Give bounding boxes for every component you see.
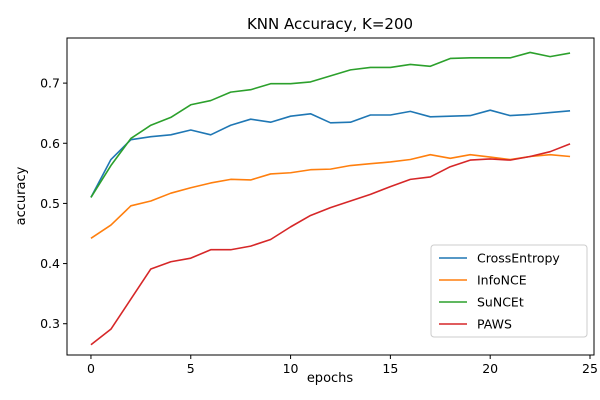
series-line-paws xyxy=(90,143,571,346)
series-line-infonce xyxy=(90,153,571,239)
series-line-crossentropy xyxy=(90,109,571,198)
chart-title: KNN Accuracy, K=200 xyxy=(247,15,413,33)
x-tick-label: 15 xyxy=(382,361,398,376)
y-tick-label: 0.3 xyxy=(40,316,60,331)
y-axis-label: accuracy xyxy=(14,166,29,225)
series-lines xyxy=(90,51,571,346)
x-tick-label: 10 xyxy=(283,361,299,376)
y-axis-ticks: 0.3 0.4 0.5 0.6 0.7 xyxy=(40,76,67,331)
legend-label-crossentropy: CrossEntropy xyxy=(477,251,560,266)
series-line-suncet xyxy=(90,51,571,198)
y-tick-label: 0.5 xyxy=(40,196,60,211)
legend-box xyxy=(430,244,588,338)
legend-label-paws: PAWS xyxy=(477,317,512,332)
x-axis-label: epochs xyxy=(307,371,354,386)
y-tick-label: 0.6 xyxy=(40,136,60,151)
legend: CrossEntropy InfoNCE SuNCEt PAWS xyxy=(430,244,588,338)
y-tick-label: 0.7 xyxy=(40,76,60,91)
legend-label-suncet: SuNCEt xyxy=(477,295,524,310)
x-tick-label: 25 xyxy=(582,361,598,376)
x-tick-label: 5 xyxy=(187,361,195,376)
x-axis-ticks: 0 5 10 15 20 25 xyxy=(87,355,598,376)
legend-label-infonce: InfoNCE xyxy=(477,273,527,288)
x-tick-label: 20 xyxy=(482,361,498,376)
x-tick-label: 0 xyxy=(87,361,95,376)
y-tick-label: 0.4 xyxy=(40,256,60,271)
